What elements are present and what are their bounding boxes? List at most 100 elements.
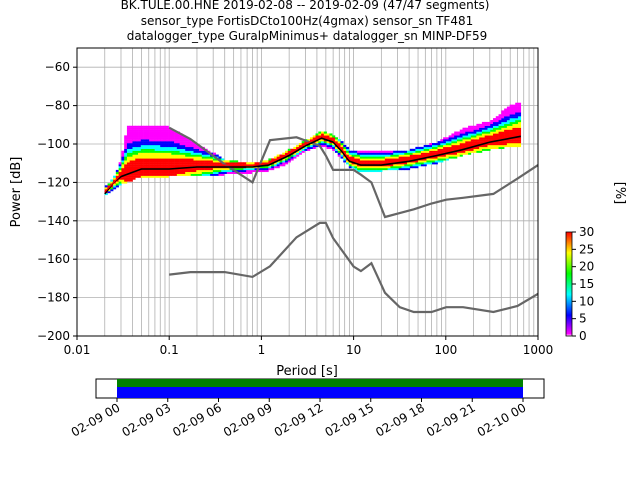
distribution-cell: [132, 139, 136, 142]
distribution-cell: [484, 143, 488, 146]
distribution-cell: [126, 144, 131, 148]
distribution-cell: [307, 139, 311, 142]
distribution-cell: [132, 164, 136, 167]
distribution-cell: [504, 131, 508, 134]
distribution-cell: [190, 141, 194, 144]
distribution-cell: [456, 150, 461, 153]
distribution-cell: [126, 133, 131, 136]
distribution-cell: [479, 148, 483, 151]
distribution-cell: [384, 168, 388, 171]
distribution-cell: [459, 152, 463, 155]
distribution-cell: [418, 152, 422, 155]
distribution-cell: [448, 137, 452, 140]
distribution-cell: [407, 154, 411, 157]
distribution-cell: [318, 143, 322, 146]
distribution-cell: [199, 160, 203, 163]
distribution-cell: [454, 146, 458, 149]
distribution-cell: [448, 156, 452, 159]
distribution-cell: [154, 164, 158, 167]
distribution-cell: [196, 173, 200, 176]
distribution-cell: [368, 166, 372, 169]
distribution-cell: [517, 112, 522, 115]
distribution-cell: [154, 150, 158, 153]
time-tick-label: 02-09 15: [323, 400, 377, 439]
distribution-cell: [384, 152, 388, 155]
distribution-cell: [501, 118, 505, 121]
distribution-cell: [357, 166, 361, 169]
distribution-cell: [465, 135, 469, 138]
distribution-cell: [129, 179, 133, 182]
distribution-cell: [312, 146, 316, 149]
distribution-cell: [506, 129, 510, 132]
distribution-cell: [190, 162, 194, 165]
distribution-cell: [318, 131, 322, 134]
distribution-cell: [193, 160, 197, 163]
distribution-cell: [287, 150, 291, 153]
distribution-cell: [515, 137, 519, 140]
distribution-cell: [190, 160, 194, 163]
distribution-cell: [160, 158, 164, 161]
distribution-cell: [357, 150, 361, 153]
distribution-cell: [301, 148, 305, 151]
distribution-cell: [129, 156, 133, 159]
distribution-cell: [182, 160, 186, 163]
distribution-cell: [343, 160, 347, 163]
distribution-cell: [440, 150, 444, 153]
chart-title-line-2: sensor_type FortisDCto100Hz(4gmax) senso…: [141, 14, 473, 28]
distribution-cell: [443, 141, 447, 144]
distribution-cell: [199, 171, 203, 174]
distribution-cell: [201, 152, 205, 155]
distribution-cell: [495, 116, 499, 119]
distribution-cell: [448, 143, 452, 146]
distribution-cell: [370, 166, 375, 169]
distribution-cell: [140, 171, 144, 174]
distribution-cell: [135, 144, 139, 148]
distribution-cell: [479, 135, 483, 138]
distribution-cell: [176, 143, 180, 146]
distribution-cell: [140, 148, 144, 151]
distribution-cell: [370, 158, 375, 161]
distribution-cell: [174, 171, 178, 174]
distribution-cell: [481, 123, 485, 126]
distribution-cell: [151, 129, 155, 132]
distribution-cell: [445, 146, 449, 149]
distribution-cell: [176, 171, 180, 174]
distribution-cell: [498, 129, 502, 132]
distribution-cell: [337, 150, 341, 153]
distribution-cell: [354, 152, 358, 155]
distribution-cell: [174, 133, 178, 136]
distribution-cell: [451, 141, 455, 144]
distribution-cell: [393, 168, 397, 171]
distribution-cell: [495, 133, 499, 136]
distribution-cell: [129, 133, 133, 136]
distribution-cell: [340, 146, 344, 149]
distribution-cell: [512, 114, 516, 117]
distribution-cell: [493, 129, 497, 132]
distribution-cell: [160, 127, 164, 130]
distribution-cell: [395, 152, 400, 155]
distribution-cell: [157, 156, 161, 159]
distribution-cell: [126, 164, 131, 167]
distribution-cell: [124, 169, 128, 173]
distribution-cell: [462, 135, 466, 138]
distribution-cell: [143, 162, 147, 165]
distribution-cell: [151, 125, 155, 128]
distribution-cell: [124, 175, 128, 178]
distribution-cell: [162, 150, 167, 153]
distribution-cell: [135, 162, 139, 165]
distribution-cell: [171, 171, 175, 174]
distribution-cell: [415, 154, 419, 157]
distribution-cell: [121, 164, 125, 167]
distribution-cell: [387, 150, 391, 153]
distribution-cell: [193, 168, 197, 171]
distribution-cell: [143, 129, 147, 132]
distribution-cell: [143, 127, 147, 130]
distribution-cell: [368, 154, 372, 157]
distribution-cell: [285, 152, 289, 155]
distribution-cell: [493, 135, 497, 138]
distribution-cell: [376, 154, 380, 157]
distribution-cell: [165, 154, 169, 157]
distribution-cell: [498, 118, 502, 121]
distribution-cell: [401, 162, 405, 165]
distribution-cell: [129, 164, 133, 167]
